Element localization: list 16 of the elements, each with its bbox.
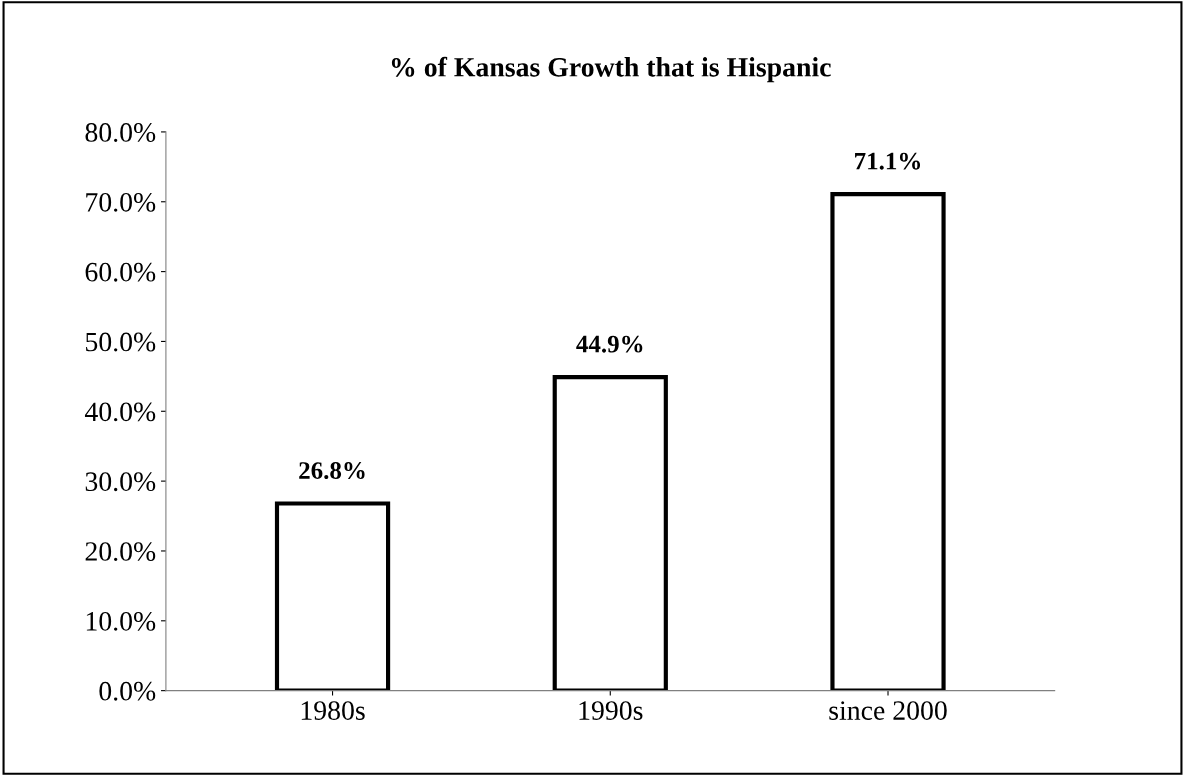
chart-title: % of Kansas Growth that is Hispanic <box>391 56 831 83</box>
data-label: 71.1% <box>855 152 921 170</box>
x-tick-label: 1980s <box>301 701 365 720</box>
data-label: 44.9% <box>576 335 643 353</box>
x-tick-label: since 2000 <box>829 701 947 720</box>
y-tick-label: 80.0% <box>85 123 156 142</box>
data-label: 26.8% <box>299 462 365 480</box>
y-tick-label: 60.0% <box>85 262 156 282</box>
y-tick-label: 40.0% <box>84 402 156 422</box>
y-tick-label: 0.0% <box>99 681 156 701</box>
y-tick-label: 10.0% <box>86 611 156 631</box>
y-tick-label: 50.0% <box>86 332 156 352</box>
x-tick-label: 1990s <box>579 701 643 720</box>
y-tick-label: 30.0% <box>85 472 156 492</box>
y-tick-label: 20.0% <box>85 542 156 561</box>
y-tick-label: 70.0% <box>86 192 156 212</box>
